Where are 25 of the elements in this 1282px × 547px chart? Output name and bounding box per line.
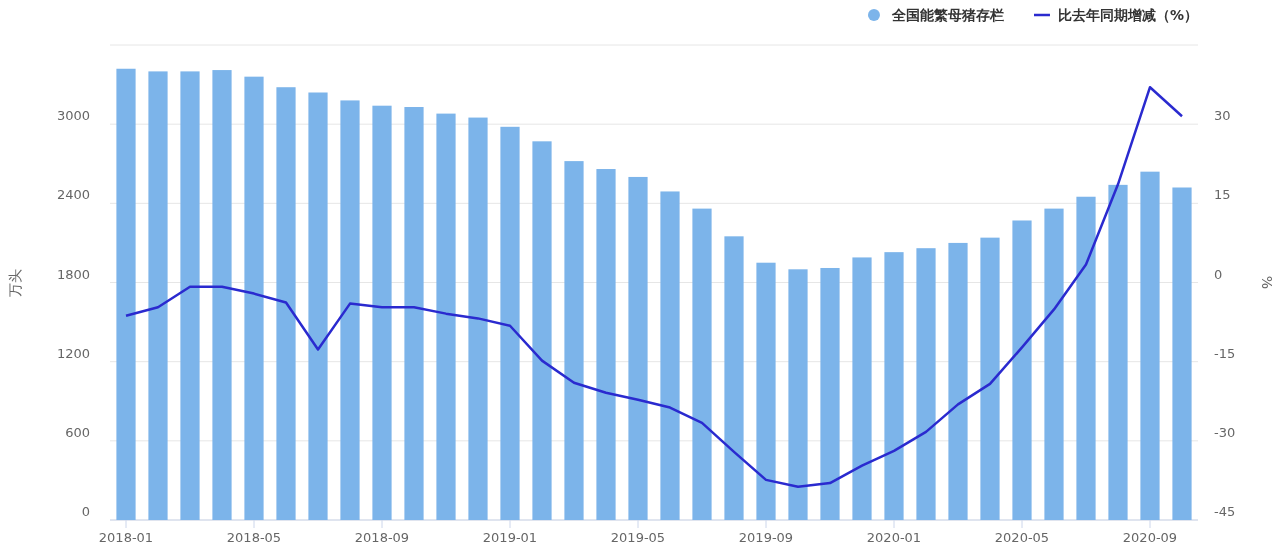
x-tick-label: 2020-01 xyxy=(866,530,922,545)
y2-tick-label: -45 xyxy=(1214,504,1236,519)
x-tick-label: 2020-09 xyxy=(1122,530,1178,545)
y2-tick-label: 30 xyxy=(1214,108,1231,124)
x-tick-label: 2019-01 xyxy=(482,530,538,545)
y2-tick-label: -30 xyxy=(1214,424,1236,440)
y-tick-label: 600 xyxy=(65,424,90,440)
y-tick-label: 1200 xyxy=(56,345,90,361)
y-axis-title: 万头 xyxy=(7,268,23,297)
x-tick-label: 2020-05 xyxy=(994,530,1050,545)
y2-tick-label: 15 xyxy=(1214,187,1231,203)
legend-label: 全国能繁母猪存栏 xyxy=(890,7,1004,23)
y2-tick-label: 0 xyxy=(1214,266,1223,282)
x-tick-label: 2018-09 xyxy=(354,530,410,545)
x-tick-label: 2019-09 xyxy=(738,530,794,545)
legend-label: 比去年同期增减（%） xyxy=(1057,7,1198,23)
x-tick-label: 2019-05 xyxy=(610,530,666,545)
y-tick-label: 2400 xyxy=(56,187,90,203)
y-tick-label: 3000 xyxy=(56,108,90,124)
x-tick-label: 2018-01 xyxy=(98,530,154,545)
y-tick-label: 1800 xyxy=(56,266,90,282)
y2-tick-label: -15 xyxy=(1214,345,1236,361)
y2-axis-title: % xyxy=(1259,275,1275,290)
x-tick-label: 2018-05 xyxy=(226,530,282,545)
y-tick-label: 0 xyxy=(81,504,90,519)
